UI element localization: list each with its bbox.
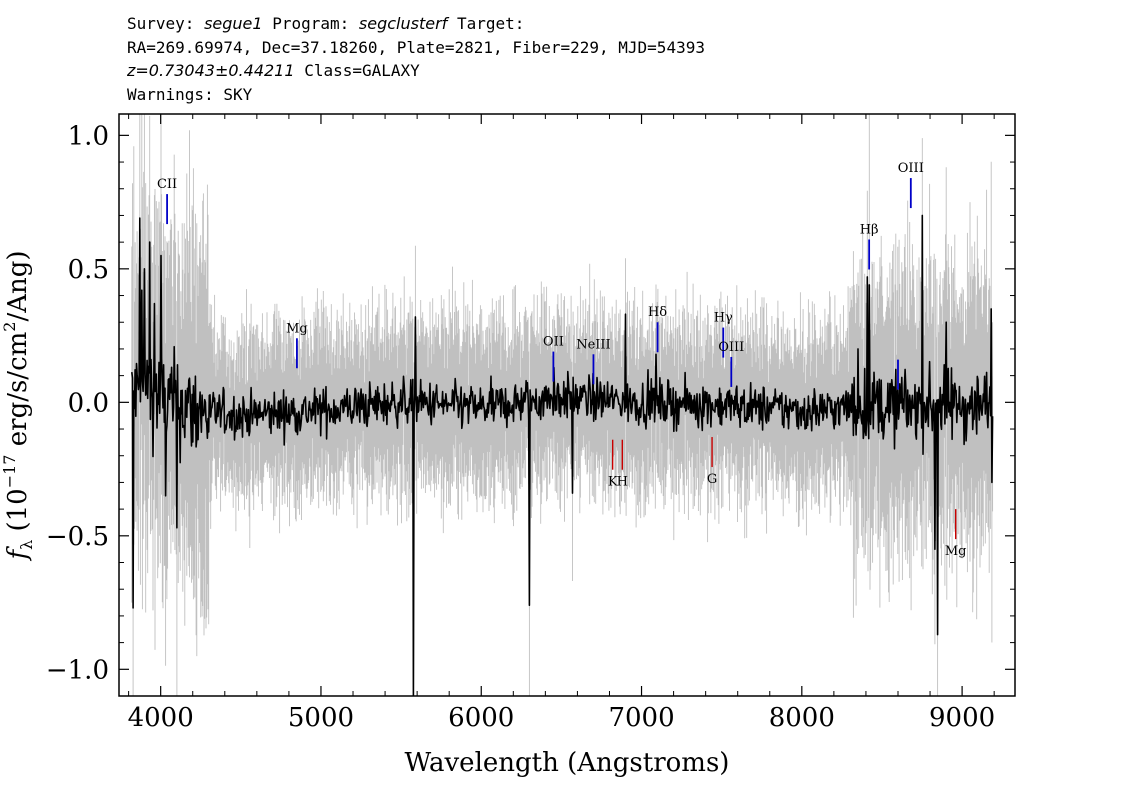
program-value: segclusterf bbox=[358, 14, 448, 33]
flux-layer bbox=[131, 214, 994, 696]
spectrum-header: Survey: segue1 Program: segclusterf Targ… bbox=[127, 12, 705, 106]
emission-line-label: Hδ bbox=[648, 305, 667, 320]
header-line-4: Warnings: SKY bbox=[127, 84, 253, 104]
flux-series-line bbox=[131, 214, 994, 696]
program-label: Program: bbox=[272, 14, 350, 33]
header-line-1: Survey: segue1 Program: segclusterf Targ… bbox=[127, 12, 705, 36]
y-tick-label: 0.0 bbox=[68, 388, 109, 418]
header-line-2: RA=269.69974, Dec=37.18260, Plate=2821, … bbox=[127, 37, 705, 57]
survey-value: segue1 bbox=[204, 14, 263, 33]
x-tick-label: 6000 bbox=[448, 703, 514, 733]
y-axis-title: fλ (10−17 erg/s/cm2/Ang) bbox=[0, 250, 36, 561]
emission-line-label: OIII bbox=[718, 340, 744, 355]
emission-line-label: CII bbox=[157, 177, 177, 192]
axis-ticks: 4000 5000 6000 7000 8000 9000 1.0 0.5 0.0 −0.5 −1.… bbox=[46, 114, 1015, 733]
emission-line-label: Hγ bbox=[714, 311, 733, 326]
y-tick-label: −0.5 bbox=[46, 522, 109, 552]
plot-frame bbox=[118, 113, 1016, 697]
x-tick-label: 8000 bbox=[769, 703, 835, 733]
x-tick-label: 4000 bbox=[128, 703, 194, 733]
emission-line-label: Hβ bbox=[860, 222, 879, 237]
target-label: Target: bbox=[456, 14, 525, 33]
y-tick-label: 1.0 bbox=[68, 121, 109, 151]
absorption-line-label: Mg bbox=[945, 544, 967, 559]
emission-line-label: Mg bbox=[286, 321, 308, 336]
x-tick-label: 5000 bbox=[288, 703, 354, 733]
x-axis-title: Wavelength (Angstroms) bbox=[405, 748, 730, 778]
x-tick-label: 9000 bbox=[929, 703, 995, 733]
redshift-value: z=0.73043±0.44211 bbox=[127, 61, 295, 80]
emission-line-label: OIII bbox=[898, 161, 924, 176]
emission-line-label: NeIII bbox=[576, 337, 610, 352]
y-tick-label: −1.0 bbox=[46, 655, 109, 685]
spectral-line-markers: CII Mg OII NeIII Hδ Hγ OIII Hβ OIII K H G Mg bbox=[157, 161, 967, 559]
emission-line-label: OII bbox=[543, 335, 564, 350]
error-layer bbox=[131, 114, 994, 696]
y-tick-label: 0.5 bbox=[68, 255, 109, 285]
header-line-3: z=0.73043±0.44211 Class=GALAXY bbox=[127, 59, 705, 83]
absorption-line-label: K bbox=[608, 475, 618, 490]
class-value: Class=GALAXY bbox=[304, 61, 420, 80]
absorption-line-label: G bbox=[707, 472, 717, 487]
absorption-line-label: H bbox=[617, 475, 628, 490]
x-tick-label: 7000 bbox=[608, 703, 674, 733]
survey-label: Survey: bbox=[127, 14, 195, 33]
error-band bbox=[131, 114, 994, 696]
